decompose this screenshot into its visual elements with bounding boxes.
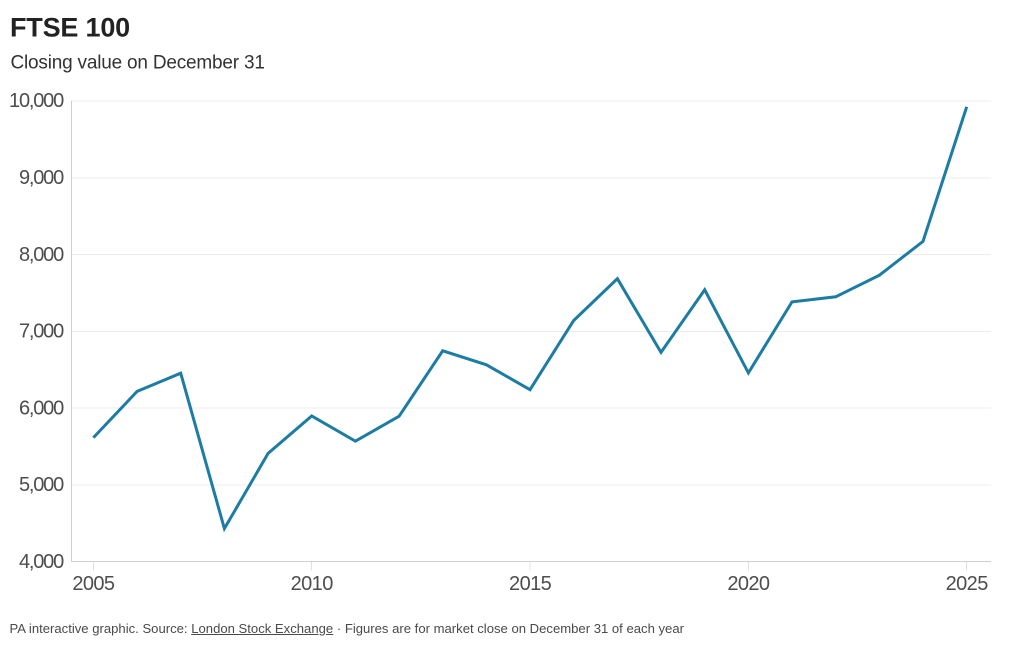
svg-text:2015: 2015 <box>509 573 552 595</box>
svg-text:Closing value on December 31: Closing value on December 31 <box>11 52 265 73</box>
svg-text:9,000: 9,000 <box>19 167 64 189</box>
svg-text:7,000: 7,000 <box>19 321 64 343</box>
svg-text:FTSE 100: FTSE 100 <box>10 12 130 42</box>
svg-text:6,000: 6,000 <box>19 397 64 419</box>
svg-text:4,000: 4,000 <box>19 551 64 573</box>
svg-text:8,000: 8,000 <box>19 244 64 266</box>
svg-text:2020: 2020 <box>727 573 770 595</box>
svg-text:2010: 2010 <box>291 573 334 595</box>
svg-text:10,000: 10,000 <box>9 90 64 112</box>
svg-text:2025: 2025 <box>946 573 989 595</box>
svg-text:2005: 2005 <box>72 573 115 595</box>
svg-text:5,000: 5,000 <box>19 474 64 496</box>
